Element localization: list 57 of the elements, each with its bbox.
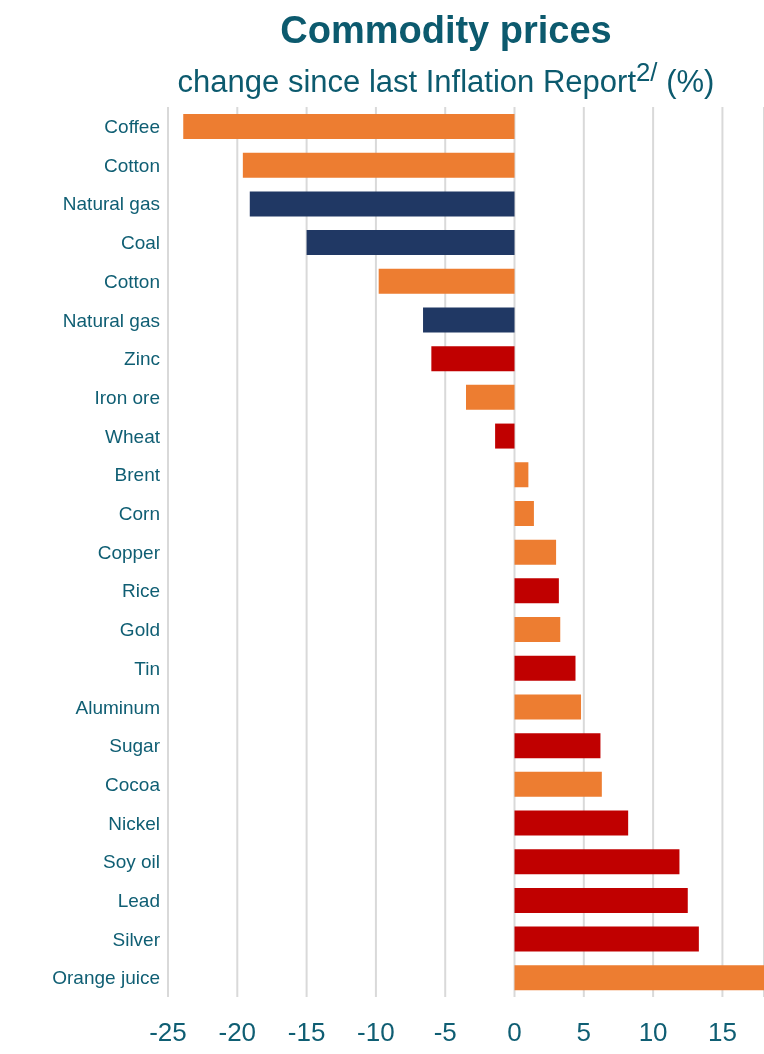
y-tick-label: Coal (120, 232, 160, 254)
bar (378, 269, 515, 295)
bar (466, 385, 515, 411)
bar (514, 772, 602, 798)
y-tick-label: Natural gas (62, 309, 160, 331)
y-tick-label: Zinc (124, 348, 160, 370)
bar (431, 346, 515, 372)
y-tick-label: Corn (118, 503, 160, 525)
x-tick-label: -15 (287, 1017, 326, 1048)
bar (514, 578, 559, 604)
bar (306, 230, 515, 256)
bar (514, 656, 576, 682)
x-tick-label: -5 (433, 1017, 457, 1048)
y-tick-label: Iron ore (94, 387, 160, 409)
y-tick-label: Sugar (109, 735, 161, 757)
y-tick-label: Rice (121, 580, 160, 602)
x-tick-label: -10 (357, 1017, 395, 1048)
chart-subtitle: change since last Inflation Report$^{2/}$ (%) (176, 57, 716, 102)
y-tick-label: Soy oil (102, 851, 160, 873)
bar (514, 539, 557, 565)
y-tick-label: Orange juice (52, 967, 160, 989)
bar (183, 114, 515, 140)
x-tick-label: 0 (507, 1017, 522, 1048)
bar (249, 191, 515, 217)
x-tick-label: -20 (218, 1017, 257, 1048)
x-tick-label: -25 (149, 1017, 187, 1048)
bar (514, 810, 629, 836)
bar (242, 153, 515, 179)
bar (514, 501, 534, 527)
y-tick-label: Cocoa (105, 774, 161, 796)
y-tick-label: Copper (97, 542, 161, 564)
y-tick-label: Nickel (108, 812, 160, 834)
y-tick-label: Cotton (104, 271, 160, 293)
bar (514, 849, 680, 875)
bar (423, 307, 515, 333)
chart-title: Commodity prices (279, 8, 613, 52)
bar (514, 888, 688, 914)
y-tick-label: Silver (112, 929, 161, 951)
y-tick-label: Gold (119, 619, 160, 641)
y-tick-label: Tin (134, 658, 160, 680)
bar (514, 965, 764, 991)
bar (495, 423, 515, 449)
bar (514, 733, 601, 759)
y-tick-label: Coffee (104, 116, 160, 138)
y-tick-label: Wheat (105, 425, 161, 447)
y-tick-label: Natural gas (62, 193, 160, 215)
y-tick-label: Lead (117, 890, 160, 912)
bar (514, 926, 699, 952)
bar (514, 462, 529, 488)
x-tick-label: 10 (638, 1017, 668, 1048)
y-tick-label: Cotton (104, 155, 160, 177)
bar (514, 694, 582, 720)
y-tick-label: Brent (114, 464, 161, 486)
y-tick-label: Aluminum (75, 696, 160, 718)
x-tick-label: 15 (707, 1017, 737, 1048)
x-tick-label: 5 (576, 1017, 592, 1048)
bar (514, 617, 561, 643)
